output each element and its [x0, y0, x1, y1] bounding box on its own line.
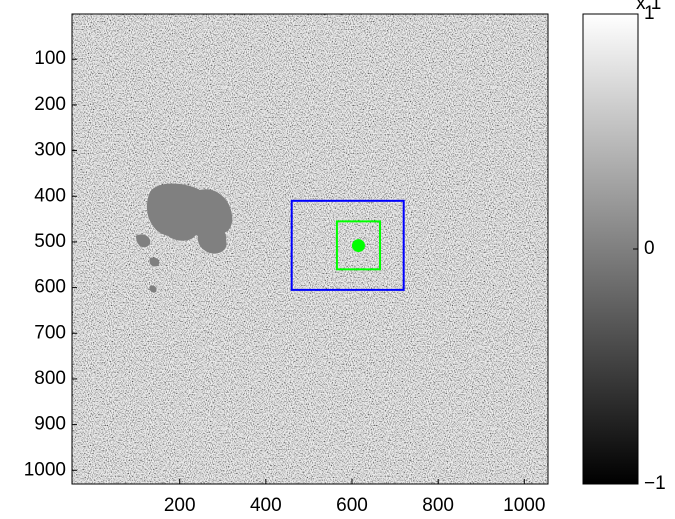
region-box [290, 199, 405, 291]
y-tick-label: 400 [34, 185, 66, 206]
colorbar-exponent: x 1 [636, 0, 661, 14]
y-tick-label: 200 [34, 94, 66, 115]
y-tick-label: 600 [34, 277, 66, 298]
marker-point [351, 239, 365, 253]
y-tick-label: 100 [34, 48, 66, 69]
region-box [335, 220, 381, 271]
axes-frame [71, 13, 549, 485]
colorbar-tick-label: 0 [644, 238, 655, 259]
x-tick-label: 800 [422, 495, 454, 516]
x-tick-label: 600 [336, 495, 368, 516]
x-tick-label: 200 [164, 495, 196, 516]
x-tick-label: 400 [250, 495, 282, 516]
y-tick-label: 800 [34, 368, 66, 389]
image-texture [72, 14, 548, 484]
y-tick-label: 300 [34, 140, 66, 161]
flat-region [136, 183, 233, 293]
colorbar [582, 13, 639, 485]
colorbar-tick-label: −1 [644, 473, 666, 494]
x-tick-label: 1000 [503, 495, 545, 516]
y-tick-label: 1000 [24, 459, 66, 480]
y-tick-label: 700 [34, 322, 66, 343]
y-tick-label: 500 [34, 231, 66, 252]
y-tick-label: 900 [34, 414, 66, 435]
colorbar-tick-label: 1 [644, 3, 655, 24]
